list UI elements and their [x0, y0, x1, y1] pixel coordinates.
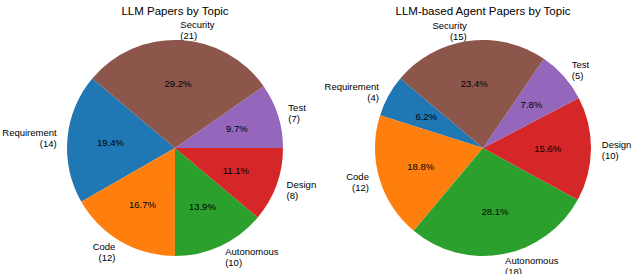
category-label: Test(5) — [572, 59, 590, 81]
category-count: (5) — [572, 70, 584, 81]
category-label: Security(15) — [432, 20, 467, 42]
category-name: Code — [346, 171, 369, 182]
data-label: 29.2% — [164, 78, 191, 89]
category-label: Design(10) — [602, 139, 632, 161]
category-label: Code(12) — [93, 241, 116, 263]
category-name: Requirement — [2, 127, 57, 138]
category-label: Test(7) — [288, 102, 306, 124]
category-label: Autonomous(10) — [225, 246, 279, 268]
data-label: 15.6% — [534, 143, 561, 154]
pie-slice — [400, 40, 544, 148]
category-count: (14) — [40, 138, 57, 149]
pie-1: LLM-based Agent Papers by Topic 6.2% Requi… — [325, 5, 632, 274]
chart-title: LLM-based Agent Papers by Topic — [396, 5, 571, 17]
category-count: (12) — [99, 252, 116, 263]
data-label: 9.7% — [226, 123, 248, 134]
data-label: 13.9% — [189, 201, 216, 212]
category-name: Design — [287, 179, 317, 190]
data-label: 18.8% — [407, 161, 434, 172]
category-name: Requirement — [325, 81, 380, 92]
category-count: (15) — [450, 31, 467, 42]
category-name: Autonomous — [225, 246, 279, 257]
category-count: (10) — [602, 150, 619, 161]
pie-0: LLM Papers by Topic 19.4% Requirement(14) 1… — [2, 5, 316, 268]
data-label: 19.4% — [97, 137, 124, 148]
category-count: (21) — [180, 30, 197, 41]
category-count: (7) — [288, 113, 300, 124]
chart-title: LLM Papers by Topic — [121, 5, 228, 17]
category-label: Code(12) — [346, 171, 369, 193]
category-count: (8) — [287, 190, 299, 201]
category-label: Design(8) — [287, 179, 317, 201]
category-name: Autonomous — [505, 255, 559, 266]
data-label: 6.2% — [415, 111, 437, 122]
pie-slice — [81, 148, 175, 256]
category-name: Security — [180, 19, 215, 30]
category-label: Autonomous(18) — [505, 255, 559, 274]
data-label: 23.4% — [461, 78, 488, 89]
category-count: (12) — [352, 182, 369, 193]
category-label: Requirement(14) — [2, 127, 57, 149]
category-name: Design — [602, 139, 632, 150]
category-count: (18) — [505, 266, 522, 274]
data-label: 11.1% — [223, 165, 250, 176]
chart-canvas: LLM Papers by Topic19.4%Requirement(14)1… — [0, 0, 640, 274]
category-name: Test — [288, 102, 306, 113]
category-label: Security(21) — [180, 19, 215, 41]
pie-slice — [175, 148, 283, 217]
data-label: 28.1% — [482, 206, 509, 217]
category-name: Code — [93, 241, 116, 252]
category-count: (4) — [367, 92, 379, 103]
data-label: 7.8% — [521, 99, 543, 110]
category-count: (10) — [225, 257, 242, 268]
category-name: Security — [432, 20, 467, 31]
pie-slice — [92, 40, 263, 148]
category-label: Requirement(4) — [325, 81, 380, 103]
data-label: 16.7% — [129, 199, 156, 210]
category-name: Test — [572, 59, 590, 70]
